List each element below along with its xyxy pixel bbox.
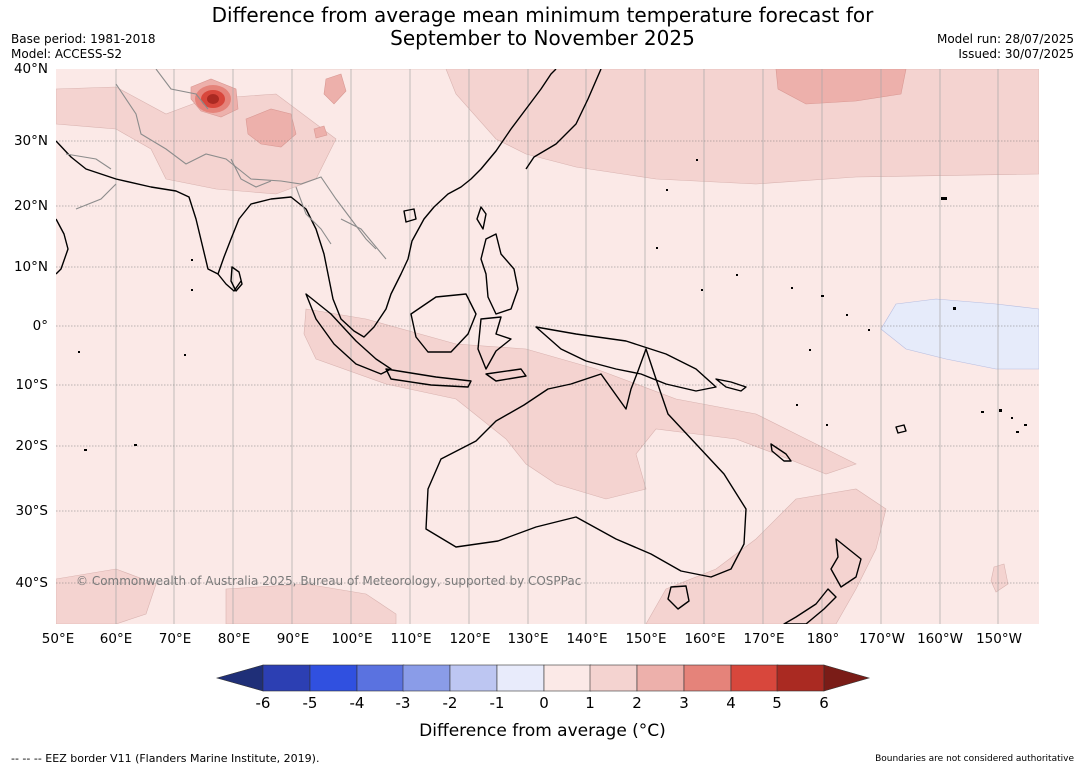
coast-taiwan — [476, 206, 487, 230]
legend-tick: 6 — [819, 694, 829, 712]
lat-label: 30°S — [15, 503, 49, 519]
lon-label: 100°E — [331, 631, 373, 647]
coast-new-caledonia — [770, 443, 792, 462]
lon-label: 120°E — [449, 631, 491, 647]
legend-swatch — [730, 664, 779, 692]
legend-swatch-above-6 — [823, 664, 871, 692]
coast-fiji — [895, 424, 907, 434]
anomaly-zone-negative — [880, 298, 1039, 370]
coast-arabia — [56, 218, 69, 275]
coast-new-zealand-south — [783, 588, 837, 624]
legend-swatch — [776, 664, 825, 692]
coast-timor — [485, 368, 527, 382]
lon-label: 140°E — [566, 631, 608, 647]
lat-label: 10°S — [15, 377, 49, 393]
legend-tick: 2 — [632, 694, 642, 712]
title-line-2: September to November 2025 — [390, 26, 695, 50]
eez-border-note: -- -- -- EEZ border V11 (Flanders Marine… — [11, 752, 320, 765]
legend-colorbar — [215, 664, 871, 692]
copyright-notice: © Commonwealth of Australia 2025, Bureau… — [76, 574, 582, 588]
model-name: Model: ACCESS-S2 — [11, 47, 123, 61]
lon-label: 80°E — [217, 631, 251, 647]
lon-label: 70°E — [158, 631, 192, 647]
title-line-1: Difference from average mean minimum tem… — [211, 3, 874, 27]
lat-label: 40°N — [13, 61, 48, 77]
legend-title: Difference from average (°C) — [419, 721, 666, 741]
lon-label: 170°E — [743, 631, 785, 647]
lat-label: 30°N — [13, 133, 48, 149]
lon-label: 60°E — [99, 631, 133, 647]
pacific-islands — [78, 159, 1027, 451]
model-run: Model run: 28/07/2025 — [936, 32, 1074, 46]
legend-tick: 5 — [772, 694, 782, 712]
coast-sri-lanka — [230, 266, 243, 292]
coast-tasmania — [667, 585, 690, 610]
legend-swatch-below-6 — [215, 664, 264, 692]
coast-new-zealand-north — [830, 538, 862, 588]
coast-borneo — [410, 293, 477, 353]
lon-label: 170°W — [859, 631, 905, 647]
base-period: Base period: 1981-2018 — [11, 32, 156, 46]
legend-tick: -2 — [442, 694, 458, 712]
lat-label: 20°S — [15, 438, 49, 454]
lon-label: 150°E — [625, 631, 667, 647]
legend-swatch — [309, 664, 358, 692]
latitude-gridlines — [56, 140, 1039, 584]
legend-tick: -3 — [395, 694, 411, 712]
coast-india-tip — [217, 273, 242, 292]
meta-left: Base period: 1981-2018 Model: ACCESS-S2 — [11, 32, 156, 62]
forecast-map — [56, 69, 1039, 624]
legend-tick: -6 — [255, 694, 271, 712]
legend-tick: 1 — [585, 694, 595, 712]
boundaries-disclaimer: Boundaries are not considered authoritat… — [875, 754, 1074, 764]
legend-tick: -4 — [349, 694, 365, 712]
lon-label: 150°W — [976, 631, 1022, 647]
coast-solomons — [715, 378, 747, 392]
lat-label: 20°N — [13, 198, 48, 214]
legend-swatch — [683, 664, 732, 692]
chart-title: Difference from average mean minimum tem… — [0, 4, 1085, 50]
legend-tick: 4 — [726, 694, 736, 712]
coast-philippines — [480, 233, 519, 315]
lon-label: 160°W — [917, 631, 963, 647]
legend-swatch — [356, 664, 405, 692]
lon-label: 50°E — [41, 631, 75, 647]
legend-swatch — [496, 664, 545, 692]
legend-swatch — [402, 664, 451, 692]
coast-hainan — [403, 208, 417, 223]
legend-swatch — [449, 664, 498, 692]
coast-java — [385, 368, 472, 388]
legend-swatch — [636, 664, 685, 692]
lon-label: 110°E — [390, 631, 432, 647]
anomaly-hotspot — [195, 85, 231, 113]
legend-swatch — [543, 664, 592, 692]
legend-tick: -1 — [489, 694, 505, 712]
legend-swatch — [589, 664, 638, 692]
lon-label: 90°E — [276, 631, 310, 647]
legend-tick: -5 — [302, 694, 318, 712]
lon-label: 180° — [806, 631, 840, 647]
lat-label: 40°S — [15, 575, 49, 591]
lat-label: 0° — [32, 318, 48, 334]
meta-right: Model run: 28/07/2025 Issued: 30/07/2025 — [937, 32, 1074, 62]
country-borders — [65, 69, 387, 260]
lat-label: 10°N — [13, 259, 48, 275]
longitude-gridlines — [115, 69, 999, 624]
coast-australia — [425, 348, 747, 578]
lon-label: 130°E — [507, 631, 549, 647]
coast-new-guinea — [535, 326, 717, 392]
legend-tick: 0 — [539, 694, 549, 712]
legend-tick: 3 — [679, 694, 689, 712]
legend-swatch — [262, 664, 311, 692]
issued-date: Issued: 30/07/2025 — [958, 47, 1074, 61]
lon-label: 160°E — [684, 631, 726, 647]
coastlines — [56, 69, 907, 624]
coast-asia — [56, 69, 557, 338]
coast-japan — [525, 69, 602, 170]
coast-sumatra — [305, 293, 392, 375]
coast-sulawesi — [477, 316, 512, 370]
